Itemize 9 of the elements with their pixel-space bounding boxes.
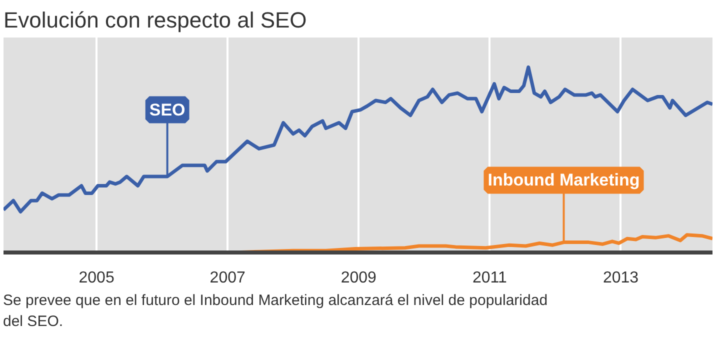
text: Se prevee que en el futuro el Inbound Marketing alcanzará el nivel de popularidad del SEO.: [3, 291, 549, 332]
x-tick-label: 2011: [472, 270, 508, 286]
text: SEO: [149, 100, 186, 120]
x-tick-label: 2013: [602, 270, 639, 286]
text: Inbound Marketing: [488, 170, 640, 190]
x-tick-label: 2007: [210, 270, 246, 286]
x-tick-label: 2005: [78, 270, 114, 286]
chart-title: Evolución con respecto al SEO: [4, 8, 307, 32]
x-tick-label: 2009: [340, 270, 377, 286]
